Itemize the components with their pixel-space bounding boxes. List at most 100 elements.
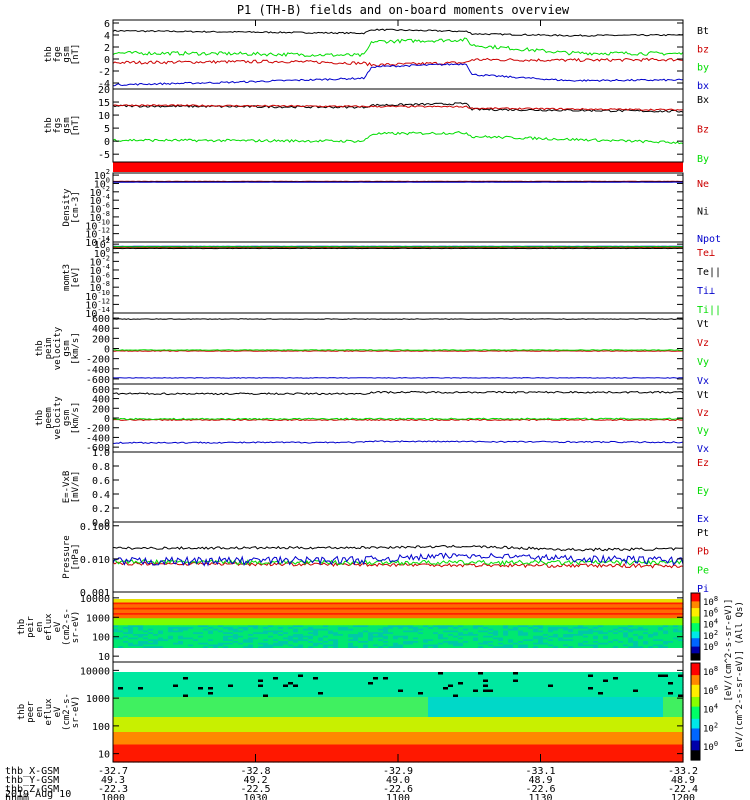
spectrogram-cell: [478, 613, 484, 616]
spectrogram-cell: [413, 632, 419, 635]
spectrogram-cell: [673, 616, 679, 619]
spectrogram-cell: [363, 593, 369, 597]
spectrogram-cell: [158, 651, 164, 654]
spectrogram-cell: [603, 593, 609, 597]
spectrogram-cell: [418, 639, 424, 642]
spectrogram-cell: [133, 639, 139, 642]
spectrogram-cell: [413, 609, 419, 612]
spectrogram-cell: [348, 600, 354, 604]
spectrogram-cell: [573, 621, 579, 625]
spectrogram-cell: [293, 639, 299, 642]
spectrogram-cell: [408, 621, 414, 625]
spectrogram-cell: [283, 597, 289, 600]
spectrogram-cell: [648, 655, 654, 658]
spectrogram-cell: [248, 602, 254, 605]
spectrogram-cell: [628, 592, 634, 595]
spectrogram-cell: [228, 634, 234, 637]
spectrogram-cell: [278, 616, 284, 619]
spectrogram-cell: [608, 642, 614, 646]
spectrogram-cell: [483, 648, 489, 651]
spectrogram-cell: [423, 611, 429, 614]
spectrogram-cell: [373, 653, 379, 656]
spectrogram-cell: [223, 630, 229, 633]
spectrogram-cell: [493, 593, 499, 597]
spectrogram-cell: [448, 644, 454, 647]
spectrogram-cell: [158, 660, 164, 663]
spectrogram-cell: [383, 597, 389, 600]
spectrogram-cell: [633, 653, 639, 656]
spectrogram-cell: [423, 602, 429, 605]
spectrogram-cell: [388, 592, 394, 595]
spectrogram-cell: [503, 602, 509, 605]
spectrogram-cell: [243, 606, 249, 609]
spectrogram-cell: [463, 614, 469, 618]
spectrogram-cell: [193, 641, 199, 644]
spectrogram-cell: [353, 634, 359, 637]
spectrogram-cell: [188, 602, 194, 605]
spectrogram-cell: [643, 602, 649, 605]
spectrogram-cell: [403, 662, 409, 666]
spectrogram-cell: [383, 656, 389, 660]
spectrogram-cell: [273, 634, 279, 637]
spectrogram-cell: [278, 641, 284, 644]
spectrogram-cell: [573, 604, 579, 607]
spectrogram-cell: [163, 641, 169, 644]
spectrogram-cell: [463, 641, 469, 644]
spectrogram-cell: [123, 609, 129, 612]
spectrogram-cell: [383, 632, 389, 635]
spectrogram-cell: [193, 653, 199, 656]
spectrogram-cell: [118, 623, 124, 626]
spectrogram-cell: [338, 592, 344, 595]
spectrogram-cell: [298, 646, 304, 649]
spectrogram-cell: [568, 662, 574, 666]
spectrogram-cell: [293, 613, 299, 616]
spectrogram-cell: [288, 627, 294, 630]
spectrogram-cell: [163, 651, 169, 654]
y-tick-label: 400: [92, 324, 110, 335]
spectrogram-cell: [348, 602, 354, 605]
spectrogram-cell: [588, 592, 594, 595]
spectrogram-cell: [153, 635, 159, 639]
spectrogram-cell: [193, 613, 199, 616]
spectrogram-cell: [213, 642, 219, 646]
spectrogram-cell: [193, 660, 199, 663]
spectrogram-cell: [128, 597, 134, 600]
spectrogram-cell: [503, 641, 509, 644]
spectrogram-cell: [298, 604, 304, 607]
spectrogram-cell: [593, 609, 599, 612]
spectrogram-cell: [343, 592, 349, 595]
spectrogram-cell: [588, 620, 594, 623]
spectrogram-cell: [208, 606, 214, 609]
spectrogram-cell: [178, 628, 184, 632]
spectrogram-cell: [273, 606, 279, 609]
spectrogram-cell: [638, 641, 644, 644]
spectrogram-cell: [593, 620, 599, 623]
spectrogram-cell: [378, 604, 384, 607]
spectrogram-cell: [248, 607, 254, 611]
spectrogram-cell: [138, 646, 144, 649]
spectrogram-cell: [578, 600, 584, 604]
spectrogram-cell: [283, 641, 289, 644]
spectrogram-cell: [193, 618, 199, 621]
spectrogram-cell: [268, 664, 274, 668]
spectrogram-cell: [203, 604, 209, 607]
spectrogram-cell: [383, 639, 389, 642]
spectrogram-cell: [543, 607, 549, 611]
spectrogram-cell: [518, 660, 524, 663]
spectrogram-cell: [393, 604, 399, 607]
spectrogram-cell: [483, 625, 489, 628]
spectrogram-cell: [148, 630, 154, 633]
spectrogram-cell: [363, 655, 369, 658]
spectrogram-cell: [203, 625, 209, 628]
spectrogram-cell: [173, 623, 179, 626]
spectrogram-cell: [258, 646, 264, 649]
spectrogram-cell: [508, 648, 514, 651]
spectrogram-cell: [398, 634, 404, 637]
spectrogram-cell: [178, 613, 184, 616]
spectrogram-cell: [673, 618, 679, 621]
spectrogram-cell: [228, 611, 234, 614]
spectrogram-cell: [463, 651, 469, 654]
spectrogram-cell: [603, 662, 609, 666]
spectrogram-cell: [383, 607, 389, 611]
spectrogram-cell: [138, 592, 144, 595]
